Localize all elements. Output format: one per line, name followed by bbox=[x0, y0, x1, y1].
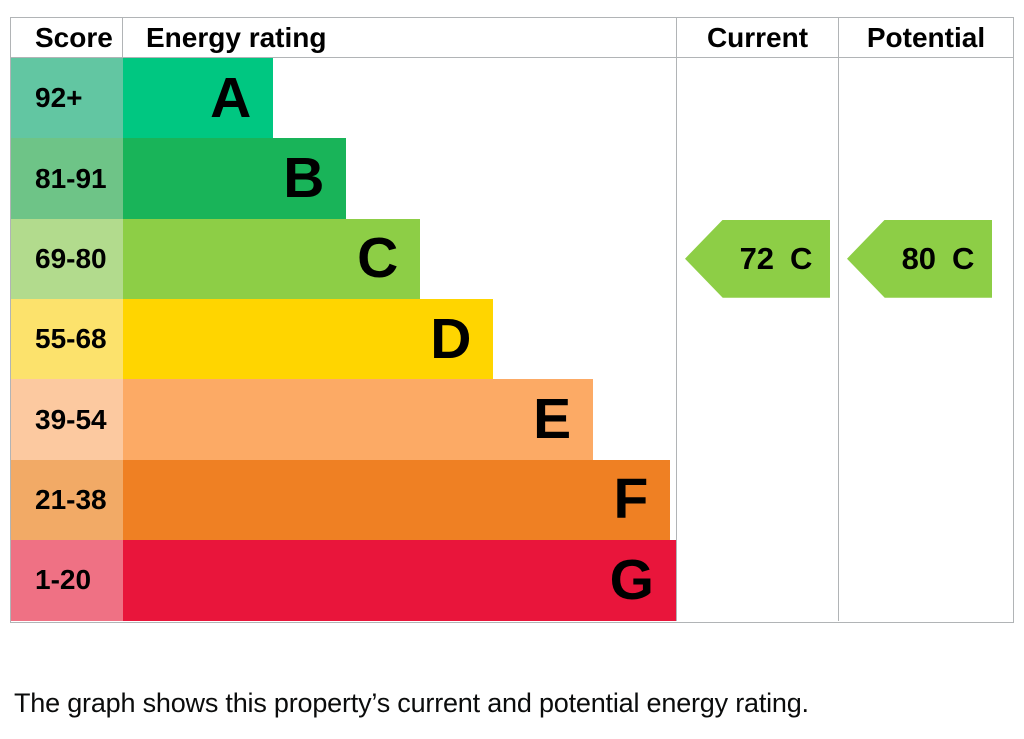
score-range-label: 21-38 bbox=[11, 459, 123, 541]
rating-bar-g: G bbox=[123, 540, 676, 621]
current-rating-letter: C bbox=[790, 240, 813, 276]
current-rating-value: 72 bbox=[739, 240, 775, 276]
score-range-label: 92+ bbox=[11, 58, 123, 139]
current-column: 72 C bbox=[676, 58, 838, 621]
potential-rating-letter: C bbox=[952, 240, 975, 276]
score-column-header: Score bbox=[11, 18, 123, 57]
rating-bar-c: C bbox=[123, 218, 421, 300]
score-range-label: 39-54 bbox=[11, 379, 123, 460]
epc-rating-table: Score Energy rating Current Potential 92… bbox=[10, 17, 1014, 623]
score-range-label: 1-20 bbox=[11, 540, 123, 621]
current-column-header: Current bbox=[676, 18, 838, 57]
table-body: 92+ A 81-91 B 69-80 C 55-68 D 39-54 E bbox=[11, 58, 1013, 621]
rating-bar-f: F bbox=[123, 459, 671, 541]
score-range-label: 69-80 bbox=[11, 218, 123, 300]
score-range-label: 55-68 bbox=[11, 299, 123, 380]
score-range-label: 81-91 bbox=[11, 138, 123, 219]
rating-bar-d: D bbox=[123, 299, 494, 380]
rating-bar-a: A bbox=[123, 58, 274, 139]
rating-bar-b: B bbox=[123, 138, 347, 219]
potential-column: 80 C bbox=[838, 58, 1013, 621]
band-row-e: 39-54 E bbox=[11, 379, 676, 460]
band-row-c: 69-80 C bbox=[11, 218, 676, 300]
caption: The graph shows this property’s current … bbox=[14, 688, 809, 718]
potential-column-header: Potential bbox=[838, 18, 1013, 57]
rating-bar-e: E bbox=[123, 379, 594, 460]
potential-rating-value: 80 bbox=[901, 240, 937, 276]
energy-rating-column-header: Energy rating bbox=[146, 21, 327, 53]
potential-rating-arrow: 80 C bbox=[847, 219, 992, 298]
header-row: Score Energy rating Current Potential bbox=[11, 18, 1013, 58]
band-row-d: 55-68 D bbox=[11, 299, 676, 380]
band-row-f: 21-38 F bbox=[11, 459, 676, 541]
current-rating-arrow: 72 C bbox=[685, 219, 830, 298]
band-row-a: 92+ A bbox=[11, 58, 676, 139]
band-row-g: 1-20 G bbox=[11, 540, 676, 621]
band-row-b: 81-91 B bbox=[11, 138, 676, 219]
rating-bands: 92+ A 81-91 B 69-80 C 55-68 D 39-54 E bbox=[11, 58, 676, 621]
